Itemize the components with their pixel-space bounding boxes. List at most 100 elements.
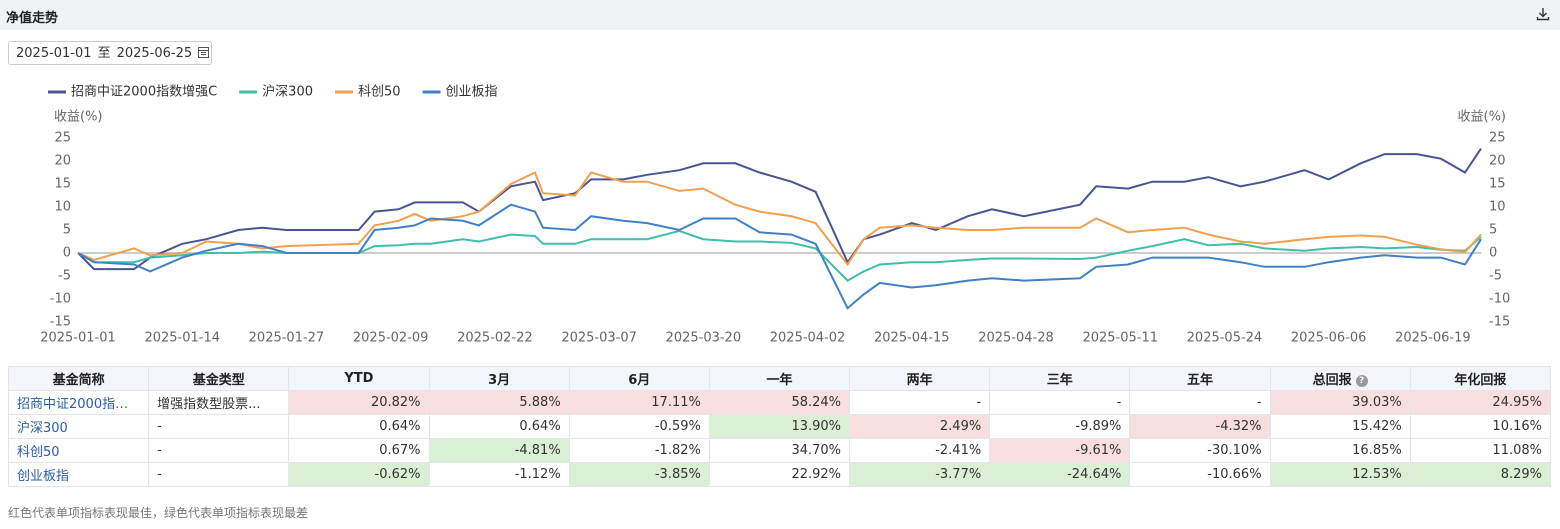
table-cell: 0.64% xyxy=(428,414,570,439)
fund-name[interactable]: 创业板指 xyxy=(7,462,150,487)
table-cell: 增强指数型股票... xyxy=(148,390,290,415)
column-header: 一年 xyxy=(708,366,851,391)
table-row: 科创50-0.67% -4.81% -1.82% 34.70% -2.41% -9.61%… xyxy=(7,438,1552,463)
fund-name[interactable]: 科创50 xyxy=(7,438,150,463)
y2-tick-label: 10 xyxy=(1489,200,1506,215)
table-cell: -2.41% xyxy=(849,438,991,463)
table-cell: 8.29% xyxy=(1409,462,1552,487)
table-cell: -0.59% xyxy=(568,414,710,439)
header: 净值走势 xyxy=(0,0,1560,30)
legend-label: 科创50 xyxy=(358,85,401,100)
x-tick-label: 2025-05-11 xyxy=(1082,331,1158,346)
y-tick-label: 10 xyxy=(54,200,71,215)
table-cell: - xyxy=(849,390,991,415)
legend-item: 沪深300 xyxy=(239,84,313,100)
fund-name[interactable]: 沪深300 xyxy=(7,414,150,439)
table-cell: - xyxy=(148,438,290,463)
x-tick-label: 2025-03-20 xyxy=(666,331,742,346)
y-tick-label: 0 xyxy=(63,246,71,261)
y2-axis-title: 收益(%) xyxy=(1458,110,1507,125)
table-header: 基金简称 基金类型 YTD 3月 6月 一年 两年 三年 五年 总回报? 年化回报 xyxy=(7,366,1552,391)
table-cell: -24.64% xyxy=(989,462,1131,487)
table-cell: 0.64% xyxy=(288,414,430,439)
column-header: 两年 xyxy=(849,366,991,391)
table-cell: -1.12% xyxy=(428,462,570,487)
y2-tick-label: 25 xyxy=(1489,131,1506,146)
x-tick-label: 2025-01-14 xyxy=(144,331,220,346)
table-cell: 16.85% xyxy=(1269,438,1411,463)
table-cell: -1.82% xyxy=(568,438,710,463)
column-header: 五年 xyxy=(1129,366,1271,391)
column-header: 6月 xyxy=(568,366,710,391)
table-cell: 58.24% xyxy=(708,390,851,415)
y-tick-label: -15 xyxy=(50,315,71,330)
table-cell: 20.82% xyxy=(288,390,430,415)
table-cell: - xyxy=(148,462,290,487)
legend-label: 招商中证2000指数增强C xyxy=(71,85,217,100)
column-header: YTD xyxy=(288,366,430,391)
table-row: 招商中证2000指数增强C 增强指数型股票... 20.82% 5.88% 17.11%… xyxy=(7,390,1552,415)
series-line xyxy=(77,171,1482,267)
date-separator: 至 xyxy=(97,46,111,61)
table-cell: 22.92% xyxy=(708,462,851,487)
y2-tick-label: 0 xyxy=(1489,246,1497,261)
fund-name[interactable]: 招商中证2000指数增强C xyxy=(7,390,150,415)
legend-item: 科创50 xyxy=(335,85,401,100)
y2-tick-label: -15 xyxy=(1489,315,1510,330)
series-line xyxy=(77,229,1482,282)
y2-tick-label: 15 xyxy=(1489,177,1506,192)
y-tick-label: 20 xyxy=(54,154,71,169)
download-icon[interactable] xyxy=(1536,7,1550,21)
table-cell: 24.95% xyxy=(1409,390,1552,415)
table-cell: -30.10% xyxy=(1129,438,1271,463)
table-cell: 34.70% xyxy=(708,438,851,463)
column-header: 总回报? xyxy=(1269,366,1411,391)
y-tick-label: 5 xyxy=(63,223,71,238)
x-tick-label: 2025-01-27 xyxy=(249,331,325,346)
y-tick-label: -10 xyxy=(50,292,71,307)
series-line xyxy=(77,203,1482,310)
series-line xyxy=(77,148,1482,271)
table-cell: 17.11% xyxy=(568,390,710,415)
y-tick-label: 15 xyxy=(54,177,71,192)
y-tick-label: -5 xyxy=(58,269,71,284)
column-header: 年化回报 xyxy=(1409,366,1552,391)
table-cell: 2.49% xyxy=(849,414,991,439)
table-cell: 15.42% xyxy=(1269,414,1411,439)
calendar-icon xyxy=(198,47,210,58)
table-row: 创业板指 - -0.62% -1.12% -3.85% 22.92% -3.77% -24.6… xyxy=(7,462,1552,487)
table-cell: - xyxy=(1129,390,1271,415)
table-cell: 11.08% xyxy=(1409,438,1552,463)
table-cell: -9.61% xyxy=(989,438,1131,463)
end-date: 2025-06-25 xyxy=(116,46,193,61)
table-cell: - xyxy=(148,414,290,439)
chart: 收益(%) 收益(%) -15 -15 -10 -10 -5 -5 0 0 5 5 10 10 15 15 20… xyxy=(40,84,1510,346)
table-cell: -9.89% xyxy=(989,414,1131,439)
y2-tick-label: -5 xyxy=(1489,269,1502,284)
y2-tick-label: 20 xyxy=(1489,154,1506,169)
start-date: 2025-01-01 xyxy=(16,46,92,61)
x-tick-label: 2025-04-02 xyxy=(770,331,846,346)
table-cell: -0.62% xyxy=(288,462,430,487)
x-tick-label: 2025-02-09 xyxy=(353,331,429,346)
x-tick-label: 2025-05-24 xyxy=(1187,331,1263,346)
y2-tick-label: 5 xyxy=(1489,223,1497,238)
table-cell: -4.32% xyxy=(1129,414,1271,439)
date-range[interactable]: 2025-01-01 至 2025-06-25 xyxy=(8,41,212,65)
table-cell: -3.77% xyxy=(849,462,991,487)
x-tick-label: 2025-04-28 xyxy=(978,331,1054,346)
column-header: 三年 xyxy=(989,366,1131,391)
column-header: 基金类型 xyxy=(148,366,290,391)
footnote: 红色代表单项指标表现最佳，绿色代表单项指标表现最差 xyxy=(8,506,309,520)
column-header: 基金简称 xyxy=(7,366,150,391)
x-tick-label: 2025-03-07 xyxy=(561,331,637,346)
legend-item: 创业板指 xyxy=(422,85,498,100)
legend-label: 创业板指 xyxy=(446,85,498,100)
table-cell: -3.85% xyxy=(568,462,710,487)
x-tick-label: 2025-01-01 xyxy=(40,331,116,346)
fund-table: 基金简称 基金类型 YTD 3月 6月 一年 两年 三年 五年 总回报? 年化回报 招商中证2000指… xyxy=(7,366,1552,487)
y2-tick-label: -10 xyxy=(1489,292,1510,307)
table-cell: - xyxy=(989,390,1131,415)
x-tick-label: 2025-06-06 xyxy=(1291,331,1367,346)
